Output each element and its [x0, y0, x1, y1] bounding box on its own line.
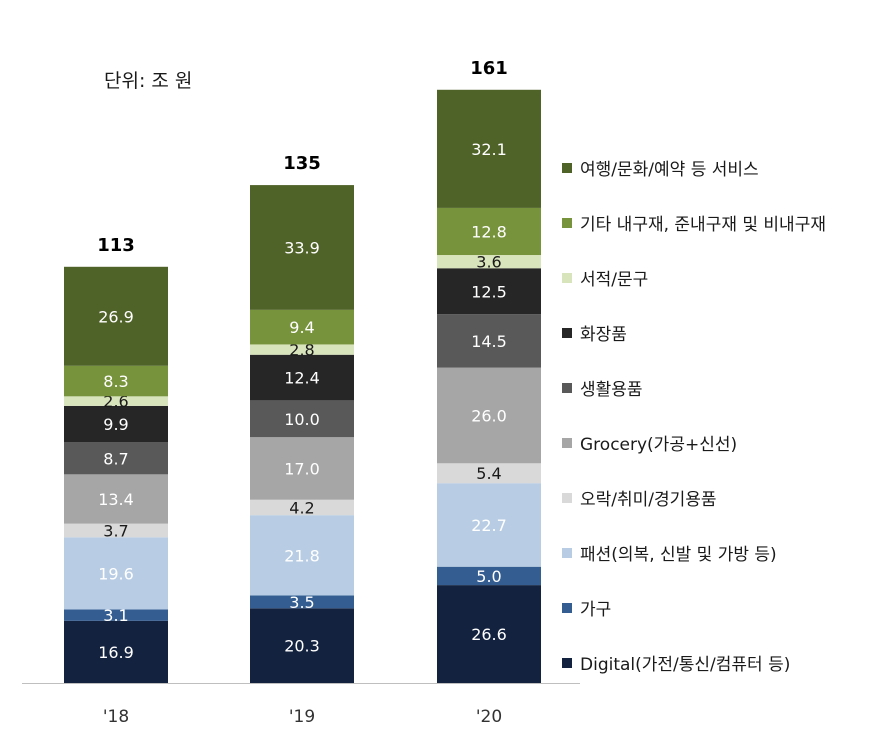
bar-segment — [64, 405, 168, 443]
legend-swatch — [562, 492, 572, 503]
legend-item: 가구 — [562, 580, 872, 635]
data-label: 16.9 — [98, 643, 134, 662]
total-label: 135 — [283, 153, 321, 174]
legend-label: 여행/문화/예약 등 서비스 — [580, 160, 759, 180]
bar-segment — [64, 537, 168, 610]
legend-swatch — [562, 382, 572, 393]
bar-segment — [437, 483, 541, 567]
legend-item: 여행/문화/예약 등 서비스 — [562, 140, 872, 195]
data-label: 13.4 — [98, 490, 134, 509]
data-label: 2.6 — [103, 392, 128, 411]
bar-segment — [250, 595, 354, 609]
data-label: 12.4 — [284, 369, 320, 388]
data-label: 33.9 — [284, 238, 320, 257]
bar-segment — [437, 314, 541, 368]
bar-segment — [64, 609, 168, 621]
legend-swatch — [562, 327, 572, 338]
legend-item: 오락/취미/경기용품 — [562, 470, 872, 525]
legend-swatch — [562, 162, 572, 173]
data-label: 12.5 — [471, 282, 507, 301]
legend-label: 가구 — [580, 600, 612, 620]
bar-segment — [437, 463, 541, 484]
bar-segment — [437, 207, 541, 256]
legend-swatch — [562, 437, 572, 448]
bar-segment — [437, 255, 541, 269]
total-label: 161 — [470, 58, 508, 79]
legend-swatch — [562, 217, 572, 228]
bar-segment — [437, 566, 541, 586]
legend-label: Digital(가전/통신/컴퓨터 등) — [580, 655, 791, 675]
bar-segment — [64, 523, 168, 538]
category-tick-label: '20 — [476, 707, 502, 727]
data-label: 12.8 — [471, 222, 507, 241]
bar-segment — [250, 309, 354, 345]
data-label: 14.5 — [471, 332, 507, 351]
data-label: 8.7 — [103, 449, 128, 468]
bar-segment — [437, 268, 541, 315]
legend-label: 오락/취미/경기용품 — [580, 490, 717, 510]
category-tick-label: '18 — [103, 707, 129, 727]
bar-segment — [250, 185, 354, 310]
bar-segment — [250, 354, 354, 401]
bar-segment — [437, 585, 541, 683]
legend-label: 화장품 — [580, 325, 627, 345]
data-label: 10.0 — [284, 410, 320, 429]
bar-segment — [250, 499, 354, 516]
legend-item: 패션(의복, 신발 및 가방 등) — [562, 525, 872, 580]
data-label: 17.0 — [284, 459, 320, 478]
legend-item: Digital(가전/통신/컴퓨터 등) — [562, 635, 872, 690]
data-label: 22.7 — [471, 516, 507, 535]
legend-swatch — [562, 657, 572, 668]
data-label: 20.3 — [284, 637, 320, 656]
bar-segment — [250, 437, 354, 500]
legend-label: 서적/문구 — [580, 270, 649, 290]
legend-label: Grocery(가공+신선) — [580, 435, 738, 455]
category-tick-label: '19 — [289, 707, 315, 727]
total-label: 113 — [97, 235, 135, 256]
bar-segment — [64, 620, 168, 683]
data-label: 3.7 — [103, 521, 128, 540]
legend-item: 생활용품 — [562, 360, 872, 415]
legend-label: 패션(의복, 신발 및 가방 등) — [580, 545, 777, 565]
bar-segment — [64, 442, 168, 475]
legend-item: 서적/문구 — [562, 250, 872, 305]
unit-label: 단위: 조 원 — [104, 70, 193, 92]
data-label: 32.1 — [471, 140, 507, 159]
data-label: 5.0 — [476, 567, 501, 586]
legend-swatch — [562, 602, 572, 613]
data-label: 4.2 — [289, 498, 314, 517]
data-label: 19.6 — [98, 564, 134, 583]
legend-swatch — [562, 272, 572, 283]
data-label: 21.8 — [284, 546, 320, 565]
legend-item: Grocery(가공+신선) — [562, 415, 872, 470]
data-label: 3.1 — [103, 606, 128, 625]
data-label: 2.8 — [289, 341, 314, 360]
bar-segment — [437, 367, 541, 464]
data-label: 9.9 — [103, 415, 128, 434]
data-label: 26.6 — [471, 625, 507, 644]
legend-item: 화장품 — [562, 305, 872, 360]
bar-segment — [64, 474, 168, 524]
bar-segment — [64, 365, 168, 397]
data-label: 5.4 — [476, 464, 501, 483]
legend-item: 기타 내구재, 준내구재 및 비내구재 — [562, 195, 872, 250]
bar-segment — [250, 344, 354, 355]
legend-label: 기타 내구재, 준내구재 및 비내구재 — [580, 215, 826, 235]
legend-label: 생활용품 — [580, 380, 643, 400]
data-label: 8.3 — [103, 372, 128, 391]
bar-segment — [250, 515, 354, 596]
bar-segment — [250, 400, 354, 438]
data-label: 9.4 — [289, 318, 314, 337]
bar-segment — [437, 89, 541, 208]
bar-segment — [64, 266, 168, 366]
data-label: 26.9 — [98, 307, 134, 326]
data-label: 26.0 — [471, 406, 507, 425]
bar-segment — [250, 608, 354, 683]
legend-swatch — [562, 547, 572, 558]
data-label: 3.5 — [289, 593, 314, 612]
data-label: 3.6 — [476, 253, 501, 272]
bar-segment — [64, 396, 168, 406]
